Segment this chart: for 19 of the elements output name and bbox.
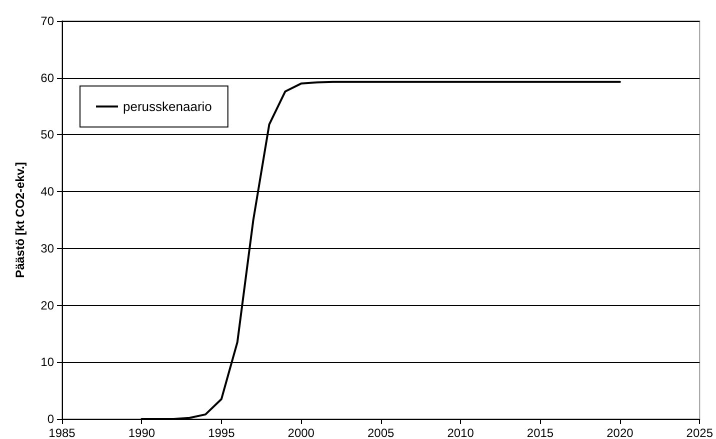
legend-label: perusskenaario	[123, 99, 212, 114]
x-tick-label: 2015	[526, 426, 554, 439]
y-axis-title: Päästö [kt CO2-ekv.]	[13, 162, 27, 278]
x-tick-label: 2000	[288, 426, 315, 439]
y-tick-label: 30	[40, 241, 54, 256]
y-tick-label: 10	[40, 355, 54, 370]
x-tick-label: 1995	[208, 426, 236, 439]
x-tick-label: 1990	[128, 426, 156, 439]
y-tick-label: 0	[47, 412, 54, 426]
x-tick-label: 2020	[606, 426, 634, 439]
x-tick-label: 1985	[48, 426, 76, 439]
y-tick-label: 20	[40, 298, 54, 312]
x-tick-label: 2025	[686, 426, 714, 439]
y-tick-label: 60	[40, 70, 54, 85]
y-tick-label: 50	[40, 128, 54, 142]
y-tick-label: 70	[40, 14, 54, 28]
y-tick-label: 40	[40, 184, 54, 199]
x-tick-label: 2005	[367, 426, 394, 439]
x-tick-label: 2010	[447, 426, 474, 439]
